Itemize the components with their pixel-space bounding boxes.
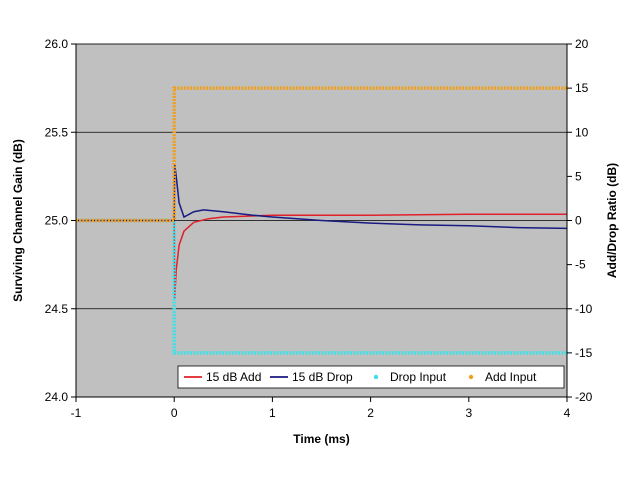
y-right-tick-label-4: 0: [575, 214, 582, 228]
y-right-tick-label-5: 5: [575, 169, 582, 183]
series-2-line: [76, 163, 568, 230]
y-left-tick-label-3: 25.5: [45, 125, 69, 139]
x-tick-label-4: 3: [465, 406, 472, 420]
legend-box: [177, 365, 565, 389]
y-right-tick-label-7: 15: [575, 81, 589, 95]
legend-label-0: 15 dB Add: [206, 370, 261, 384]
y-left-tick-label-2: 25.0: [45, 214, 69, 228]
x-axis-title: Time (ms): [293, 432, 349, 446]
series-4-markers: [76, 86, 567, 223]
legend: 15 dB Add 15 dB Drop Drop Input Add Input: [177, 365, 565, 389]
y-right-tick-label-8: 20: [575, 37, 589, 51]
axes: [71, 43, 572, 402]
legend-label-2: Drop Input: [390, 370, 447, 384]
x-tick-label-5: 4: [564, 406, 571, 420]
x-tick-label-0: -1: [71, 406, 82, 420]
x-tick-label-1: 0: [171, 406, 178, 420]
y-right-tick-label-0: -20: [575, 390, 593, 404]
y-left-tick-label-4: 26.0: [45, 37, 69, 51]
y-right-tick-label-3: -5: [575, 258, 586, 272]
x-tick-label-2: 1: [269, 406, 276, 420]
y-right-tick-label-2: -10: [575, 302, 593, 316]
legend-label-1: 15 dB Drop: [292, 370, 353, 384]
y-right-tick-label-6: 10: [575, 125, 589, 139]
series-layer: [76, 86, 568, 355]
y-left-tick-label-0: 24.0: [45, 390, 69, 404]
y-right-tick-label-1: -15: [575, 346, 593, 360]
y-axis-left-title: Surviving Channel Gain (dB): [11, 139, 25, 302]
tick-labels: -1 0 1 2 3 424.024.525.025.526.0-20-15-10-505…: [45, 37, 593, 420]
y-left-tick-label-1: 24.5: [45, 302, 69, 316]
legend-label-3: Add Input: [485, 370, 537, 384]
y-axis-right-title: Add/Drop Ratio (dB): [605, 163, 619, 278]
legend-swatch-3: [468, 374, 474, 380]
legend-swatch-2: [373, 374, 379, 380]
x-tick-label-3: 2: [367, 406, 374, 420]
